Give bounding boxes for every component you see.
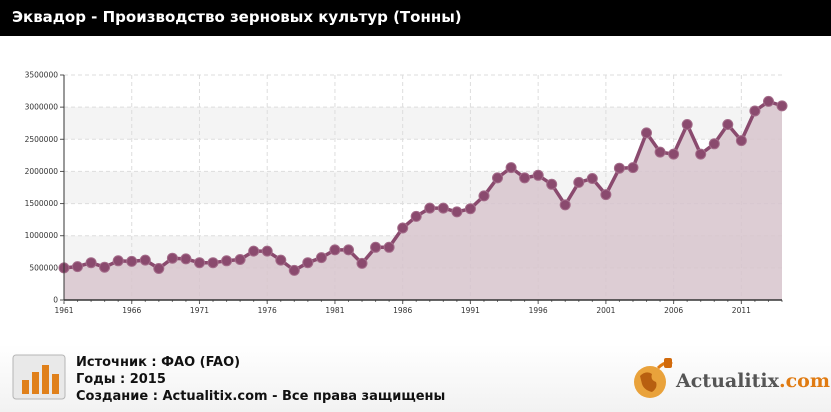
data-point — [207, 257, 219, 269]
data-point — [505, 162, 517, 174]
y-tick-label: 3500000 — [25, 71, 59, 80]
brand-logo[interactable]: Actualitix.com — [628, 356, 830, 404]
data-point — [383, 241, 395, 253]
data-point — [194, 257, 205, 269]
y-tick-label: 500000 — [29, 263, 58, 272]
x-tick-label: 2011 — [732, 306, 751, 315]
source-text: Источник : ФАО (FAO) — [76, 355, 241, 370]
brand-name-main: Actualitix — [676, 370, 779, 392]
data-point — [519, 172, 531, 184]
data-point — [451, 206, 463, 218]
data-point — [437, 202, 449, 214]
x-tick-label: 2001 — [596, 306, 615, 315]
y-tick-label: 1000000 — [25, 231, 59, 240]
chart-title: Эквадор - Производство зерновых культур … — [0, 0, 831, 36]
y-tick-label: 3000000 — [25, 103, 59, 112]
x-tick-label: 1981 — [325, 306, 344, 315]
data-point — [112, 255, 124, 267]
data-point — [586, 173, 598, 184]
data-point — [763, 95, 774, 107]
data-point — [654, 146, 666, 158]
y-axis: 0 500000 1000000 1500000 2000000 2500000 30000… — [25, 71, 64, 305]
grid-band — [64, 107, 782, 140]
data-point — [139, 254, 151, 266]
data-point — [627, 162, 639, 174]
y-tick-label: 2000000 — [25, 167, 59, 176]
data-point — [302, 257, 314, 269]
data-point — [600, 189, 612, 201]
x-tick-label: 1991 — [461, 306, 480, 315]
data-point — [492, 172, 503, 184]
series-area — [64, 101, 782, 301]
data-point — [153, 263, 165, 274]
data-point — [410, 210, 422, 222]
data-point — [722, 119, 734, 130]
data-point — [464, 203, 476, 215]
data-point — [749, 105, 761, 117]
data-point — [72, 261, 83, 273]
brand-name: Actualitix.com — [676, 370, 830, 392]
created-text: Создание : Actualitix.com - Все права за… — [76, 389, 446, 404]
data-point — [329, 244, 341, 256]
data-point — [559, 199, 571, 211]
data-point — [613, 162, 625, 174]
data-point — [221, 255, 233, 267]
data-point — [85, 257, 97, 269]
data-point — [641, 127, 652, 139]
x-tick-label: 1986 — [393, 306, 412, 315]
bar-chart-icon — [12, 354, 66, 400]
data-point — [315, 252, 327, 264]
data-point — [126, 255, 138, 267]
data-point — [532, 169, 544, 181]
y-tick-label: 2500000 — [25, 135, 59, 144]
data-point — [180, 253, 192, 265]
data-point — [275, 254, 287, 266]
x-tick-label: 1976 — [258, 306, 277, 315]
data-point — [708, 138, 720, 150]
data-point — [261, 245, 273, 257]
x-tick-label: 1971 — [190, 306, 209, 315]
years-text: Годы : 2015 — [76, 372, 166, 387]
data-point — [343, 244, 354, 256]
data-point — [248, 245, 260, 257]
x-tick-label: 2006 — [664, 306, 683, 315]
globe-icon — [634, 358, 673, 398]
data-point — [681, 119, 693, 130]
footer: Источник : ФАО (FAO) Годы : 2015 Создани… — [0, 344, 831, 412]
brand-name-suffix: .com — [778, 370, 830, 392]
data-point — [424, 202, 436, 214]
y-tick-label: 1500000 — [25, 199, 59, 208]
data-point — [573, 176, 585, 188]
data-point — [166, 252, 178, 264]
data-point — [356, 257, 368, 269]
data-point — [397, 222, 409, 234]
data-point — [776, 100, 788, 112]
x-axis: 1961 1966 1971 1976 1981 1986 1991 1996 2001 2006… — [54, 300, 783, 315]
data-point — [735, 135, 747, 147]
data-point — [546, 178, 558, 190]
x-tick-label: 1996 — [529, 306, 548, 315]
y-tick-label: 0 — [53, 296, 58, 305]
x-tick-label: 1961 — [54, 306, 73, 315]
data-points — [58, 95, 788, 276]
data-point — [288, 264, 300, 276]
x-tick-label: 1966 — [122, 306, 141, 315]
data-point — [695, 148, 707, 160]
data-point — [668, 148, 680, 160]
chart: 0 500000 1000000 1500000 2000000 2500000 30000… — [25, 71, 788, 315]
data-point — [478, 190, 490, 202]
data-point — [370, 241, 382, 253]
data-point — [234, 254, 246, 265]
data-point — [99, 261, 111, 273]
